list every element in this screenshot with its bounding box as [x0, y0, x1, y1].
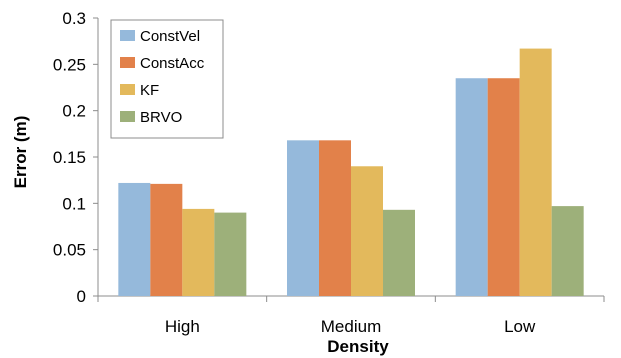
- legend: ConstVel ConstAcc KF BRVO: [110, 19, 224, 139]
- legend-label: ConstVel: [140, 28, 200, 45]
- bar-brvo-low: [551, 206, 584, 296]
- bar-constvel-medium: [287, 140, 319, 296]
- bar-kf-medium: [351, 166, 383, 296]
- bar-kf-high: [182, 208, 215, 296]
- y-tick-label: 0.15: [53, 148, 86, 167]
- bar-constacc-high: [150, 183, 183, 296]
- y-tick-label: 0.25: [53, 55, 86, 74]
- bar-constvel-high: [118, 182, 151, 296]
- y-axis-title: Error (m): [11, 116, 30, 189]
- x-tick-label: Medium: [321, 317, 381, 336]
- y-tick-label: 0.3: [62, 9, 86, 28]
- bar-brvo-high: [214, 212, 247, 296]
- x-tick-label: High: [165, 317, 200, 336]
- bar-constvel-low: [455, 78, 488, 296]
- y-axis-ticks: 0 0.05 0.1 0.15 0.2 0.25 0.3: [53, 9, 98, 306]
- plot-area: 0 0.05 0.1 0.15 0.2 0.25 0.3 High Medium Low: [53, 9, 605, 336]
- legend-swatch: [120, 57, 135, 68]
- legend-label: BRVO: [140, 109, 182, 126]
- legend-label: ConstAcc: [140, 55, 205, 72]
- y-tick-label: 0: [77, 287, 86, 306]
- bar-series-group: [118, 48, 584, 296]
- x-axis-title: Density: [327, 337, 389, 356]
- bar-constacc-low: [487, 78, 520, 296]
- legend-swatch: [120, 84, 135, 95]
- legend-items: ConstVel ConstAcc KF BRVO: [120, 28, 205, 126]
- bar-kf-low: [519, 48, 552, 296]
- bar-brvo-medium: [383, 209, 415, 296]
- legend-swatch: [120, 111, 135, 122]
- y-tick-label: 0.05: [53, 241, 86, 260]
- x-axis-ticks: High Medium Low: [97, 296, 605, 336]
- y-tick-label: 0.1: [62, 194, 86, 213]
- legend-swatch: [120, 30, 135, 41]
- bar-constacc-medium: [319, 140, 351, 296]
- y-tick-label: 0.2: [62, 102, 86, 121]
- x-tick-label: Low: [504, 317, 536, 336]
- legend-label: KF: [140, 82, 159, 99]
